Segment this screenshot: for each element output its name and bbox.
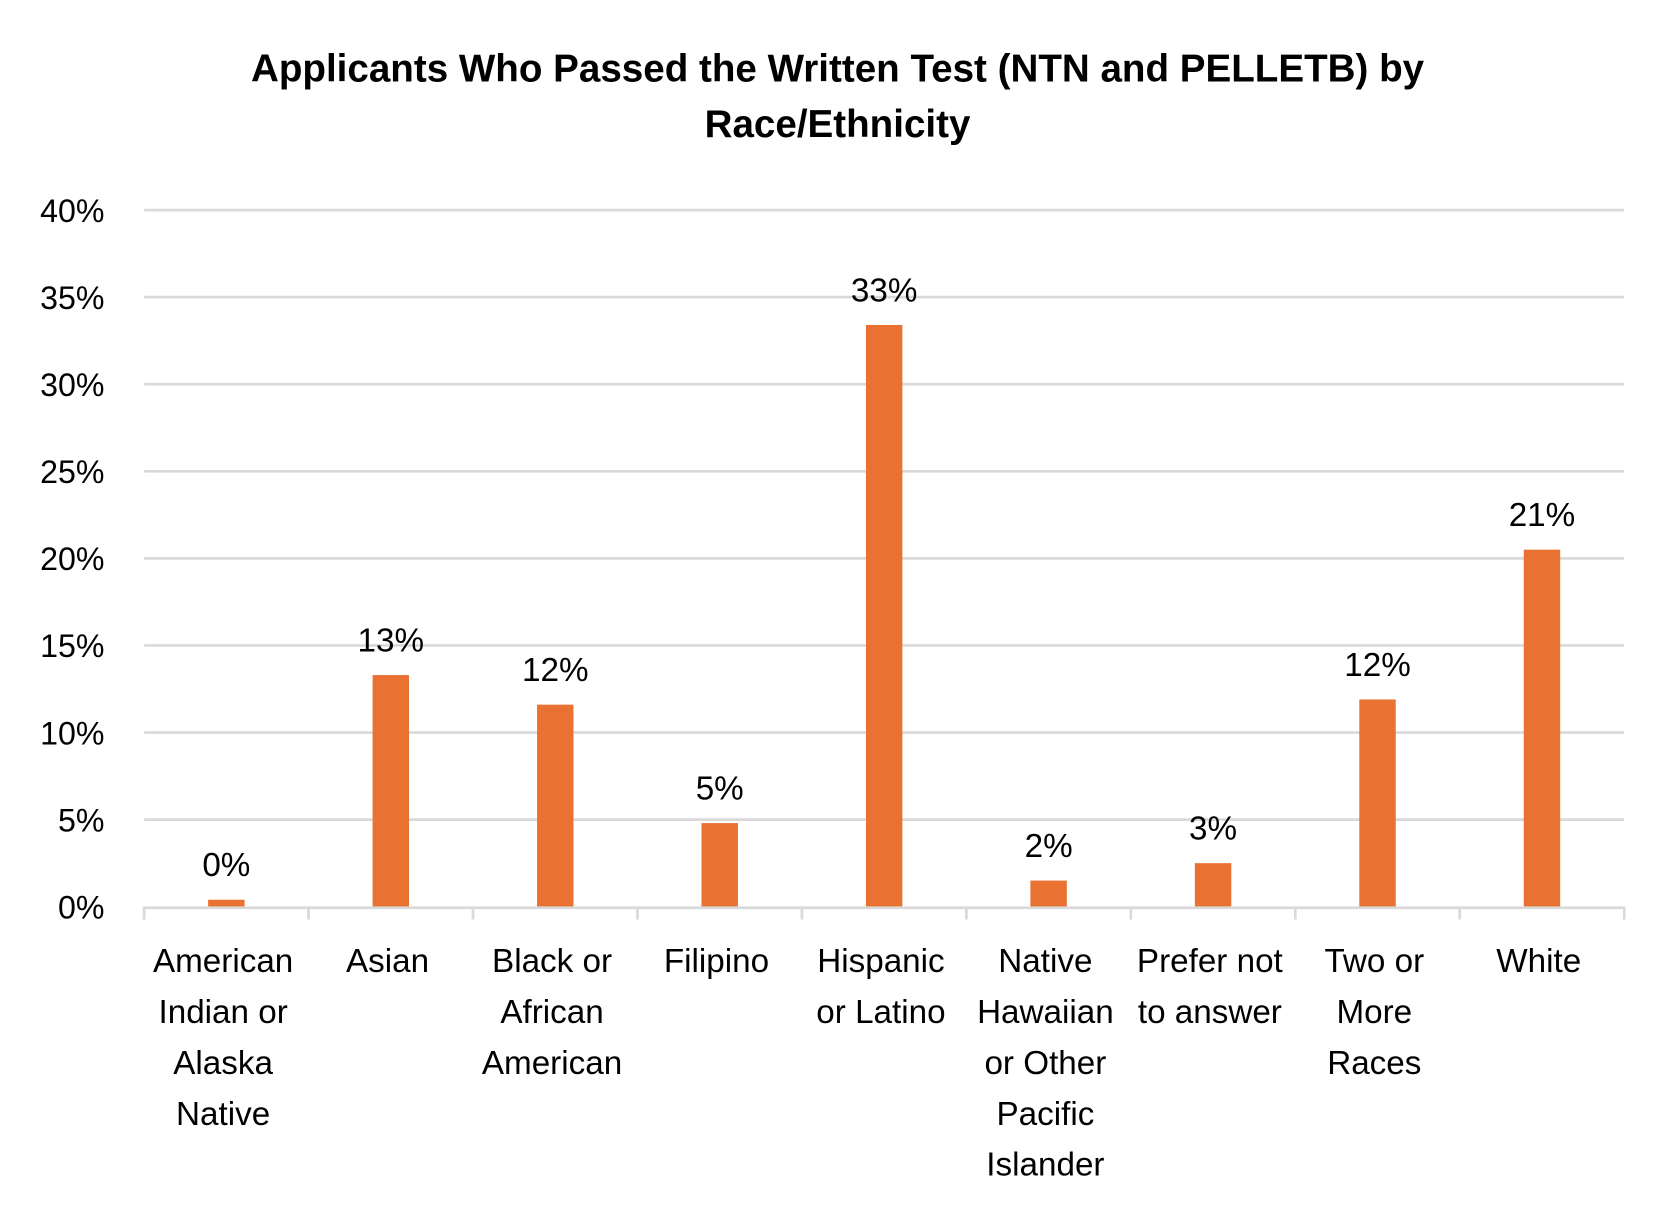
category-label: More <box>1336 994 1412 1031</box>
category-label: American <box>482 1045 622 1082</box>
y-axis-ticks: 0% 5% 10% 15% 20% 25% 30% 35% 40% <box>40 193 104 926</box>
bar <box>1194 863 1232 907</box>
data-label: 5% <box>696 771 744 808</box>
data-label: 21% <box>1509 497 1576 534</box>
bar <box>865 325 903 907</box>
bar <box>372 675 410 907</box>
data-label: 12% <box>1344 647 1411 684</box>
bar <box>537 704 574 907</box>
category-label: Native <box>998 943 1092 980</box>
data-label: 0% <box>202 847 250 884</box>
chart-title: Applicants Who Passed the Written Test (… <box>251 47 1425 146</box>
category-label: Alaska <box>173 1045 273 1082</box>
data-labels: 0% 13% 12% 5% 33% 2% 3% 12% 21% <box>202 272 1575 884</box>
category-label: Pacific <box>996 1096 1094 1133</box>
data-label: 12% <box>522 652 589 689</box>
chart-title-line-1: Applicants Who Passed the Written Test (… <box>251 47 1425 90</box>
data-label: 3% <box>1189 811 1237 848</box>
category-label: Races <box>1327 1045 1421 1082</box>
category-label: American <box>153 943 293 980</box>
y-tick-label: 15% <box>40 628 104 664</box>
y-tick-label: 35% <box>40 280 104 316</box>
bar <box>1359 699 1396 907</box>
category-label: Hispanic <box>817 943 944 980</box>
bar <box>208 899 245 907</box>
y-tick-label: 30% <box>40 367 104 403</box>
category-label: Hawaiian <box>977 994 1114 1031</box>
data-label: 33% <box>851 272 918 309</box>
category-label: to answer <box>1138 994 1282 1031</box>
chart-title-line-2: Race/Ethnicity <box>705 103 971 146</box>
y-tick-label: 40% <box>40 193 104 229</box>
y-tick-label: 20% <box>40 541 104 577</box>
category-label: Filipino <box>664 943 769 980</box>
category-label: or Latino <box>816 994 945 1031</box>
category-label: Black or <box>492 943 612 980</box>
category-label: White <box>1496 943 1581 980</box>
bars <box>208 325 1561 907</box>
y-tick-label: 0% <box>58 889 104 925</box>
bar <box>1523 549 1561 907</box>
category-label: Indian or <box>158 994 287 1031</box>
data-label: 13% <box>358 622 425 659</box>
bar <box>701 823 738 907</box>
y-tick-label: 5% <box>58 802 104 838</box>
bar <box>1030 880 1067 907</box>
y-tick-label: 10% <box>40 715 104 751</box>
category-label: Two or <box>1324 943 1424 980</box>
x-axis <box>142 906 1626 920</box>
category-label: Islander <box>986 1147 1104 1184</box>
category-label: African <box>500 994 603 1031</box>
y-tick-label: 25% <box>40 454 104 490</box>
category-label: Prefer not <box>1137 943 1283 980</box>
category-labels: American Indian or Alaska Native Asian Black … <box>153 943 1581 1184</box>
category-label: or Other <box>984 1045 1106 1082</box>
category-label: Native <box>176 1096 270 1133</box>
data-label: 2% <box>1025 828 1073 865</box>
category-label: Asian <box>346 943 429 980</box>
